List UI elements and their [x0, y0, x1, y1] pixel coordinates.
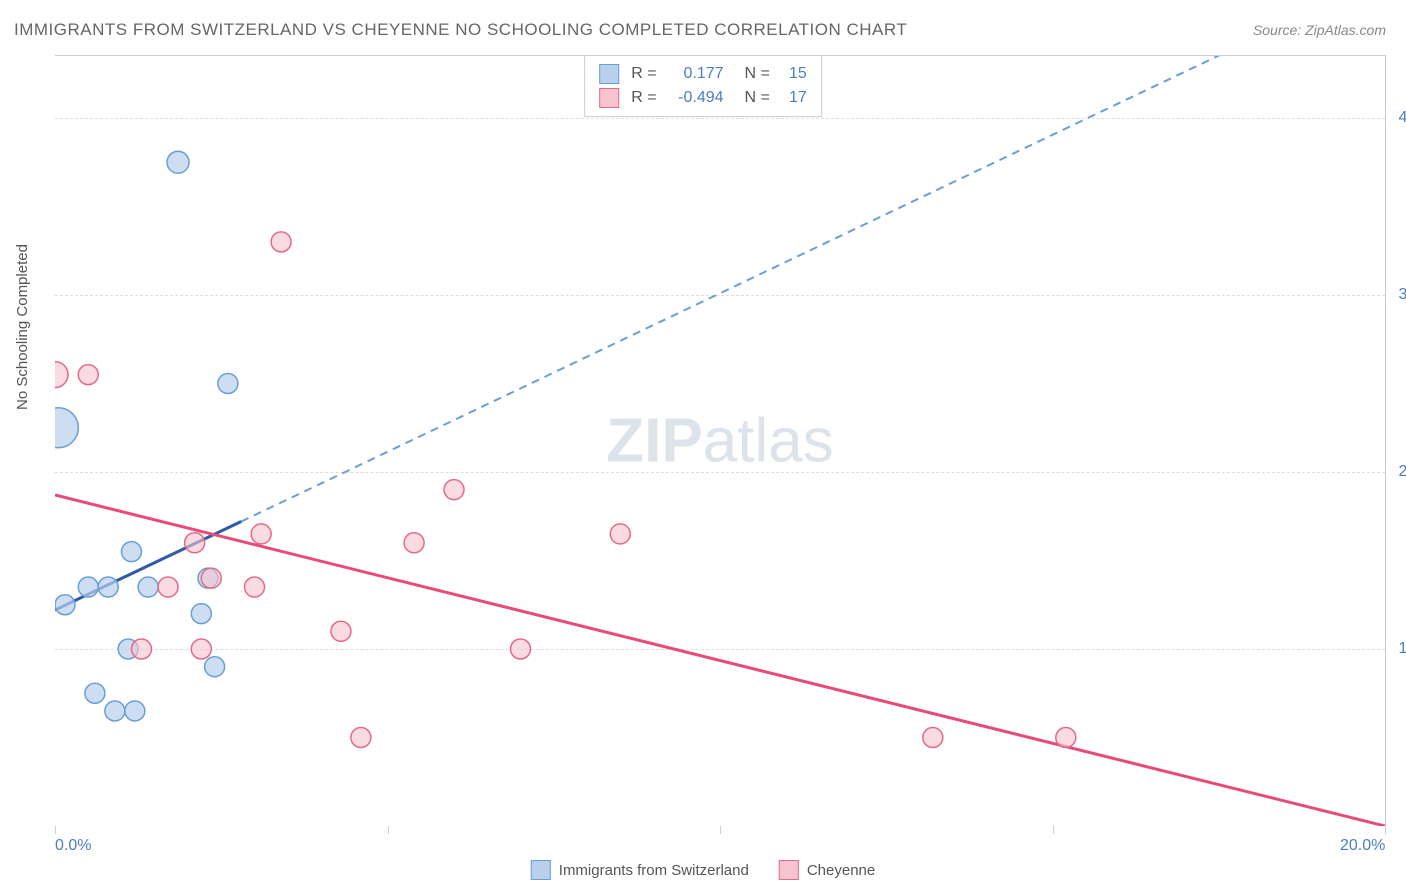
legend-series-label: Immigrants from Switzerland	[559, 862, 749, 879]
data-point	[218, 373, 238, 393]
legend-r-value: -0.494	[669, 89, 724, 107]
legend-r-label: R =	[631, 89, 656, 107]
chart-container: IMMIGRANTS FROM SWITZERLAND VS CHEYENNE …	[0, 0, 1406, 892]
data-point	[610, 524, 630, 544]
legend-r-label: R =	[631, 65, 656, 83]
y-axis-label: No Schooling Completed	[14, 244, 31, 410]
trend-line-extrapolated	[241, 56, 1385, 522]
data-point	[191, 639, 211, 659]
trend-line	[55, 495, 1385, 826]
data-point	[271, 232, 291, 252]
x-tick	[388, 826, 389, 834]
data-point	[185, 533, 205, 553]
data-point	[78, 577, 98, 597]
correlation-legend: R = 0.177 N = 15 R = -0.494 N = 17	[584, 55, 822, 117]
data-point	[444, 480, 464, 500]
data-point	[138, 577, 158, 597]
series-legend: Immigrants from Switzerland Cheyenne	[531, 860, 875, 880]
y-tick-label: 2.0%	[1399, 463, 1406, 481]
data-point	[55, 408, 78, 448]
x-tick	[720, 826, 721, 834]
data-point	[55, 362, 68, 388]
x-axis-label-left: 0.0%	[55, 837, 91, 855]
data-point	[923, 727, 943, 747]
data-point	[191, 604, 211, 624]
y-tick-label: 1.0%	[1399, 640, 1406, 658]
data-point	[125, 701, 145, 721]
y-tick-label: 4.0%	[1399, 109, 1406, 127]
data-point	[55, 595, 75, 615]
legend-swatch	[599, 64, 619, 84]
data-point	[167, 151, 189, 173]
source-label: Source: ZipAtlas.com	[1253, 22, 1386, 38]
data-point	[158, 577, 178, 597]
legend-swatch	[599, 88, 619, 108]
legend-n-label: N =	[736, 89, 770, 107]
correlation-legend-row: R = 0.177 N = 15	[599, 62, 807, 86]
data-point	[205, 657, 225, 677]
data-point	[331, 621, 351, 641]
data-point	[105, 701, 125, 721]
x-tick	[1053, 826, 1054, 834]
correlation-legend-row: R = -0.494 N = 17	[599, 86, 807, 110]
data-point	[1056, 727, 1076, 747]
series-legend-item: Immigrants from Switzerland	[531, 860, 749, 880]
data-point	[131, 639, 151, 659]
legend-n-label: N =	[736, 65, 770, 83]
data-point	[85, 683, 105, 703]
data-point	[98, 577, 118, 597]
plot-area: ZIPatlas 1.0%2.0%3.0%4.0%	[55, 55, 1386, 826]
data-point	[251, 524, 271, 544]
x-tick	[55, 826, 56, 834]
scatter-svg	[55, 56, 1385, 826]
legend-swatch	[531, 860, 551, 880]
x-tick	[1385, 826, 1386, 834]
legend-swatch	[779, 860, 799, 880]
data-point	[78, 365, 98, 385]
series-legend-item: Cheyenne	[779, 860, 875, 880]
legend-n-value: 15	[782, 65, 807, 83]
x-axis-label-right: 20.0%	[1340, 837, 1385, 855]
legend-series-label: Cheyenne	[807, 862, 875, 879]
data-point	[404, 533, 424, 553]
legend-n-value: 17	[782, 89, 807, 107]
y-tick-label: 3.0%	[1399, 286, 1406, 304]
legend-r-value: 0.177	[669, 65, 724, 83]
data-point	[245, 577, 265, 597]
data-point	[511, 639, 531, 659]
data-point	[121, 542, 141, 562]
data-point	[201, 568, 221, 588]
chart-title: IMMIGRANTS FROM SWITZERLAND VS CHEYENNE …	[14, 20, 907, 40]
data-point	[351, 727, 371, 747]
